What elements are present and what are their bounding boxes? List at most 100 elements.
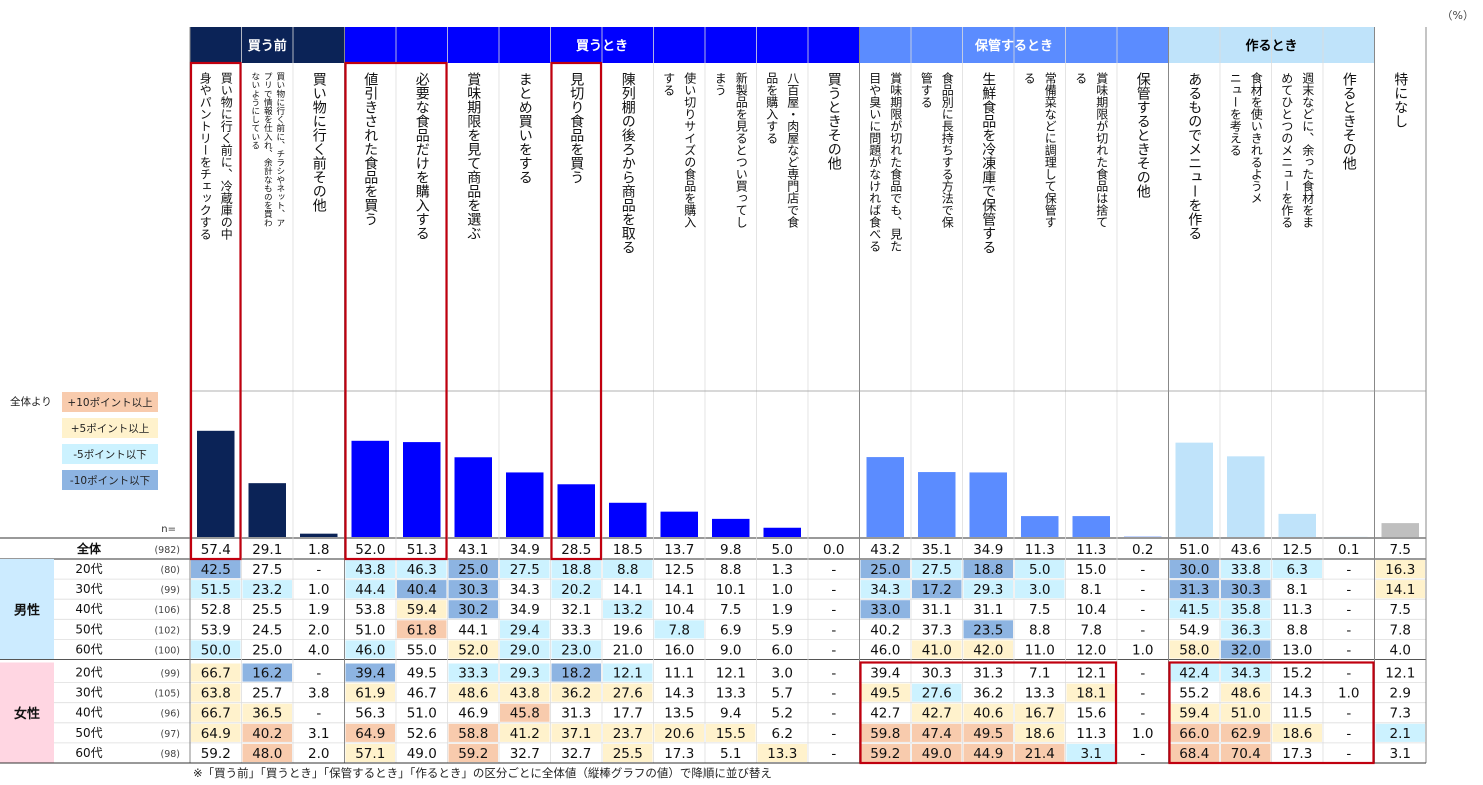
cell-value: 36.2: [561, 686, 591, 702]
cell-value: -: [1346, 602, 1351, 618]
cell-value: 18.8: [561, 562, 591, 578]
cell-value: 17.7: [613, 706, 643, 722]
cell-highlight: [860, 560, 910, 579]
row-age: 30代: [75, 582, 102, 596]
cell-value: 12.1: [716, 666, 746, 682]
cell-value: 70.4: [1231, 746, 1261, 762]
row-n: (98): [160, 749, 180, 760]
cell-highlight: [1169, 703, 1219, 722]
group-header-band: [190, 27, 345, 63]
cell-highlight: [242, 580, 292, 599]
row-age: 20代: [75, 562, 102, 576]
cell-value: 51.0: [355, 622, 385, 638]
cell-value: 1.0: [1132, 726, 1153, 742]
cell-value: 35.8: [1231, 602, 1261, 618]
bar: [1072, 516, 1110, 537]
cell-highlight: [448, 663, 498, 682]
highlight-boxes: [189, 61, 1375, 765]
cell-highlight: [1221, 580, 1271, 599]
cell-value: -: [1346, 642, 1351, 658]
cell-value: 25.0: [870, 562, 900, 578]
legend: 全体より +10ポイント以上 +5ポイント以上 -5ポイント以下 -10ポイント以下: [10, 392, 158, 490]
cell-value: 13.5: [664, 706, 694, 722]
bar: [763, 527, 801, 537]
cell-highlight: [500, 683, 550, 702]
cell-highlight: [191, 683, 241, 702]
cell-highlight: [860, 723, 910, 742]
cell-highlight: [191, 703, 241, 722]
column-header-text: めてひとつのメニューを作る: [1280, 72, 1294, 228]
cell-highlight: [397, 580, 447, 599]
cell-value: -: [831, 602, 836, 618]
cell-highlight: [345, 663, 395, 682]
cell-highlight: [912, 743, 962, 762]
cell-highlight: [912, 683, 962, 702]
total-value: 1.8: [308, 542, 329, 558]
cell-value: 48.6: [1231, 686, 1261, 702]
cell-value: 32.7: [561, 746, 591, 762]
cell-value: 8.1: [1081, 582, 1102, 598]
column-header-text: 賞味期限が切れた食品は捨て: [1095, 72, 1109, 228]
cell-value: 44.9: [973, 746, 1003, 762]
column-header-text: 値引きされた食品を買う: [362, 72, 378, 226]
cell-value: 37.1: [561, 726, 591, 742]
cell-value: 2.0: [308, 622, 329, 638]
cell-value: 46.0: [870, 642, 900, 658]
cell-highlight: [500, 620, 550, 639]
cell-value: 61.9: [355, 686, 385, 702]
cell-value: 48.6: [458, 686, 488, 702]
cell-highlight: [448, 600, 498, 619]
bar: [557, 484, 595, 537]
cell-value: 25.5: [613, 746, 643, 762]
cell-value: 18.6: [1282, 726, 1312, 742]
cell-value: 59.8: [870, 726, 900, 742]
cell-value: -: [316, 666, 321, 682]
cell-highlight: [603, 600, 653, 619]
cell-highlight: [1272, 723, 1322, 742]
cell-value: 2.1: [1390, 726, 1411, 742]
cell-value: 27.5: [252, 562, 282, 578]
column-header-text: ニューを考える: [1228, 72, 1242, 156]
total-value: 0.1: [1338, 542, 1359, 558]
cell-value: -: [1140, 582, 1145, 598]
cell-value: 3.8: [308, 686, 329, 702]
cell-value: 6.9: [720, 622, 741, 638]
total-value: 52.0: [355, 542, 385, 558]
cell-value: 59.2: [870, 746, 900, 762]
legend-swatch: [62, 470, 158, 490]
cell-value: -: [831, 686, 836, 702]
cell-value: -: [1140, 622, 1145, 638]
column-header-text: 生鮮食品を冷凍庫で保管する: [980, 72, 996, 254]
cell-value: -: [1346, 666, 1351, 682]
row-n: (99): [160, 585, 180, 596]
total-value: 13.7: [664, 542, 694, 558]
cell-value: 3.0: [772, 666, 793, 682]
highlight-box: [1168, 661, 1375, 765]
cell-highlight: [912, 703, 962, 722]
cell-value: 46.3: [407, 562, 437, 578]
cell-highlight: [551, 663, 601, 682]
total-value: 0.2: [1132, 542, 1153, 558]
cell-value: 7.1: [1029, 666, 1050, 682]
cell-value: 12.1: [1076, 666, 1106, 682]
cell-value: 14.1: [613, 582, 643, 598]
cell-value: 59.2: [458, 746, 488, 762]
bar: [351, 440, 389, 537]
cell-value: -: [831, 726, 836, 742]
cell-value: 33.3: [561, 622, 591, 638]
cell-value: -: [1346, 746, 1351, 762]
cell-value: 24.5: [252, 622, 282, 638]
cell-value: 10.4: [1076, 602, 1106, 618]
cell-value: 31.1: [973, 602, 1003, 618]
cell-value: 5.2: [772, 706, 793, 722]
cell-highlight: [551, 723, 601, 742]
cell-highlight: [1015, 560, 1065, 579]
cell-highlight: [1015, 723, 1065, 742]
total-value: 11.3: [1025, 542, 1055, 558]
cell-value: 36.3: [1231, 622, 1261, 638]
cell-value: 66.7: [201, 706, 231, 722]
cell-value: 16.2: [252, 666, 282, 682]
total-label: 全体: [76, 541, 102, 556]
cell-value: 23.7: [613, 726, 643, 742]
column-header-text: 管する: [919, 71, 933, 108]
